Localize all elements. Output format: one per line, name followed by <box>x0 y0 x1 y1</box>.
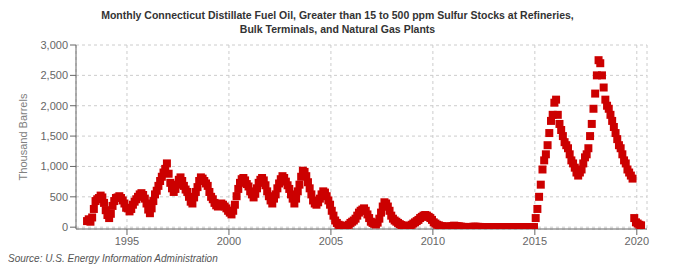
svg-text:0: 0 <box>62 221 68 233</box>
svg-text:500: 500 <box>50 191 68 203</box>
html-text:Monthly Connecticut Distillate: Monthly Connecticut Distillate Fuel Oil,… <box>101 9 574 21</box>
svg-text:1,000: 1,000 <box>40 160 68 172</box>
svg-text:3,000: 3,000 <box>40 40 68 51</box>
svg-text:1995: 1995 <box>115 235 139 247</box>
html-text:Bulk Terminals, and Natural Ga: Bulk Terminals, and Natural Gas Plants <box>239 23 436 35</box>
svg-text:2,500: 2,500 <box>40 69 68 81</box>
svg-text:2010: 2010 <box>421 235 445 247</box>
svg-text:2015: 2015 <box>523 235 547 247</box>
svg-text:1,500: 1,500 <box>40 130 68 142</box>
html-text:Source: U.S. Energy Informatio: Source: U.S. Energy Information Administ… <box>8 253 218 264</box>
svg-text:2000: 2000 <box>217 235 241 247</box>
svg-text:2005: 2005 <box>319 235 343 247</box>
svg-text:2,000: 2,000 <box>40 100 68 112</box>
svg-text:2020: 2020 <box>625 235 649 247</box>
svg-text:Thousand Barrels: Thousand Barrels <box>17 93 29 180</box>
